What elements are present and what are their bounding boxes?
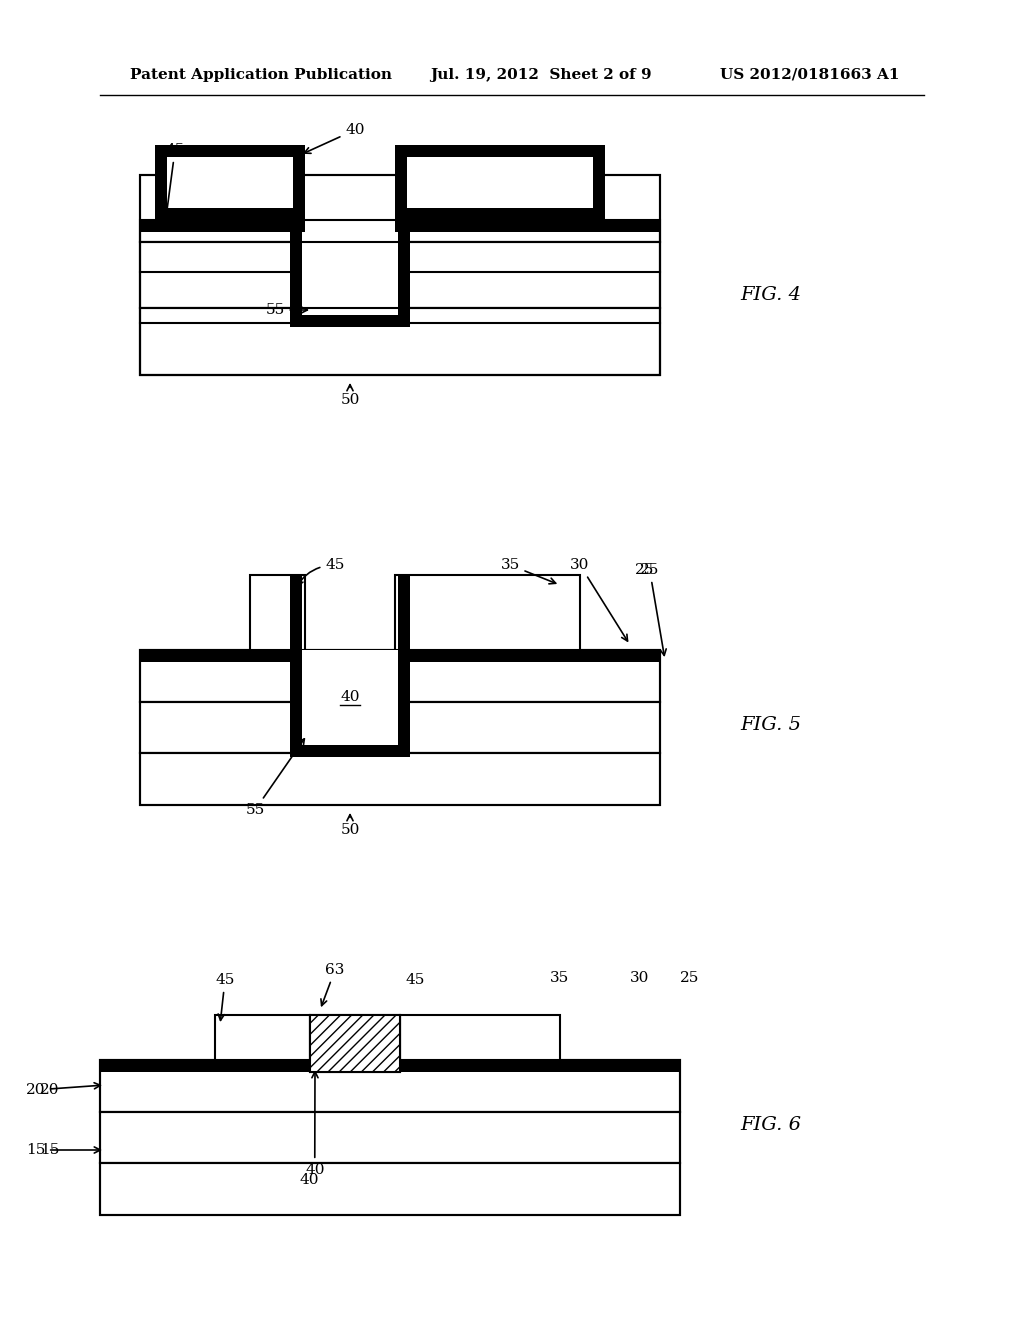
Text: 50: 50: [340, 814, 359, 837]
FancyBboxPatch shape: [398, 220, 410, 315]
FancyBboxPatch shape: [290, 315, 410, 327]
FancyBboxPatch shape: [155, 145, 305, 220]
FancyBboxPatch shape: [302, 649, 398, 744]
Text: 60: 60: [360, 1038, 380, 1052]
Text: 45: 45: [215, 973, 234, 1020]
Text: 50: 50: [340, 384, 359, 407]
Text: Jul. 19, 2012  Sheet 2 of 9: Jul. 19, 2012 Sheet 2 of 9: [430, 69, 651, 82]
FancyBboxPatch shape: [400, 1015, 560, 1060]
FancyBboxPatch shape: [140, 754, 660, 805]
FancyBboxPatch shape: [290, 744, 410, 756]
FancyBboxPatch shape: [395, 576, 580, 649]
Text: 25: 25: [635, 564, 654, 577]
Text: 35: 35: [550, 972, 569, 985]
Text: 40: 40: [300, 1173, 319, 1187]
FancyBboxPatch shape: [140, 649, 660, 702]
FancyBboxPatch shape: [605, 220, 660, 232]
FancyBboxPatch shape: [100, 1060, 680, 1111]
FancyBboxPatch shape: [100, 1060, 680, 1072]
Text: FIG. 6: FIG. 6: [740, 1115, 801, 1134]
FancyBboxPatch shape: [100, 1111, 680, 1163]
Text: 35: 35: [501, 558, 556, 583]
FancyBboxPatch shape: [140, 702, 660, 754]
FancyBboxPatch shape: [250, 576, 305, 649]
Text: 20: 20: [40, 1082, 59, 1097]
FancyBboxPatch shape: [155, 220, 305, 232]
FancyBboxPatch shape: [140, 309, 660, 375]
Text: Patent Application Publication: Patent Application Publication: [130, 69, 392, 82]
Text: 55: 55: [265, 304, 307, 317]
Text: 40: 40: [305, 1072, 325, 1177]
FancyBboxPatch shape: [310, 1015, 400, 1072]
Text: 25: 25: [640, 564, 667, 656]
Text: 63: 63: [321, 964, 345, 1006]
Text: 45: 45: [164, 143, 184, 220]
Text: 45: 45: [406, 973, 424, 987]
Text: FIG. 5: FIG. 5: [740, 715, 801, 734]
Text: 25: 25: [680, 972, 699, 985]
Text: 55: 55: [246, 739, 304, 817]
Text: 40: 40: [340, 690, 359, 704]
Text: 45: 45: [297, 558, 345, 586]
FancyBboxPatch shape: [140, 220, 155, 232]
Text: 15: 15: [26, 1143, 100, 1158]
FancyBboxPatch shape: [100, 1163, 680, 1214]
FancyBboxPatch shape: [140, 176, 660, 242]
FancyBboxPatch shape: [398, 576, 410, 744]
FancyBboxPatch shape: [395, 220, 605, 232]
FancyBboxPatch shape: [290, 576, 302, 744]
FancyBboxPatch shape: [302, 220, 398, 315]
FancyBboxPatch shape: [140, 242, 660, 309]
FancyBboxPatch shape: [407, 157, 593, 209]
FancyBboxPatch shape: [140, 649, 660, 663]
Text: FIG. 4: FIG. 4: [740, 286, 801, 304]
FancyBboxPatch shape: [167, 157, 293, 209]
FancyBboxPatch shape: [395, 145, 605, 220]
Text: US 2012/0181663 A1: US 2012/0181663 A1: [720, 69, 899, 82]
Text: 20: 20: [26, 1082, 100, 1097]
FancyBboxPatch shape: [215, 1015, 310, 1060]
FancyBboxPatch shape: [290, 220, 302, 315]
Text: 30: 30: [570, 558, 628, 642]
FancyBboxPatch shape: [310, 1015, 400, 1072]
Text: 15: 15: [40, 1143, 59, 1158]
Text: 30: 30: [630, 972, 649, 985]
Text: 40: 40: [304, 123, 365, 153]
